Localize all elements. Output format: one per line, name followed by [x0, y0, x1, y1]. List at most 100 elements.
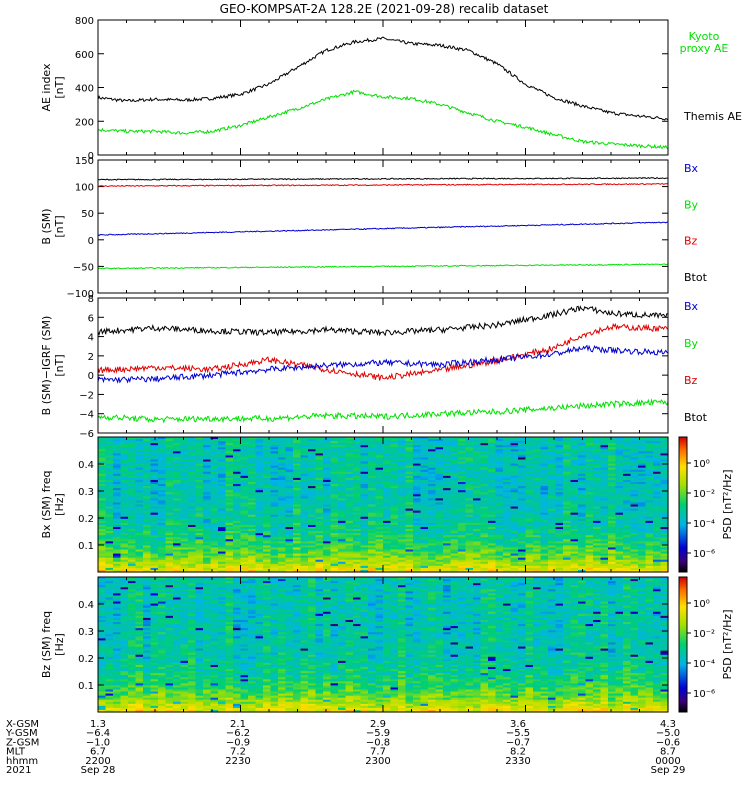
heatmap-cell [233, 555, 242, 559]
heatmap-cell [450, 443, 459, 446]
heatmap-cell [135, 569, 144, 573]
heatmap-cell [398, 557, 407, 561]
heatmap-cell [98, 496, 107, 499]
heatmap-cell [338, 477, 347, 481]
heatmap-cell [278, 496, 287, 499]
heatmap-cell [570, 502, 579, 506]
heatmap-cell [398, 457, 407, 461]
heatmap-cell [233, 557, 242, 561]
heatmap-cell [285, 514, 294, 518]
heatmap-cell [270, 451, 279, 454]
heatmap-cell [465, 439, 474, 442]
heatmap-cell [608, 453, 617, 457]
heatmap-cell [630, 547, 639, 551]
heatmap-cell [323, 502, 332, 506]
heatmap-cell [458, 512, 467, 516]
heatmap-cell [113, 457, 122, 461]
heatmap-cell [623, 567, 632, 571]
heatmap-cell [158, 477, 167, 481]
heatmap-cell [128, 453, 137, 457]
heatmap-cell [578, 479, 587, 483]
heatmap-cell [113, 520, 122, 524]
heatmap-cell [173, 524, 182, 528]
heatmap-cell [435, 557, 444, 561]
heatmap-cell [368, 439, 377, 442]
heatmap-cell [330, 541, 339, 544]
heatmap-cell [615, 457, 624, 461]
heatmap-cell [480, 545, 489, 549]
heatmap-cell [413, 500, 422, 504]
heatmap-cell [128, 451, 137, 454]
heatmap-cell [450, 516, 459, 520]
heatmap-cell [488, 529, 497, 532]
heatmap-cell [173, 498, 182, 502]
heatmap-cell [443, 531, 452, 534]
heatmap-cell [435, 494, 444, 497]
heatmap-cell [473, 465, 482, 469]
heatmap-cell [390, 469, 399, 473]
heatmap-cell [338, 541, 347, 544]
heatmap-cell [548, 547, 557, 551]
heatmap-cell [203, 535, 212, 538]
heatmap-cell [105, 563, 114, 567]
heatmap-cell [293, 545, 302, 549]
heatmap-cell [540, 451, 549, 454]
heatmap-cell [165, 451, 174, 454]
heatmap-cell [503, 469, 512, 473]
heatmap-cell [120, 482, 129, 485]
heatmap-cell [255, 449, 264, 452]
heatmap-cell [473, 439, 482, 442]
heatmap-cell [593, 437, 602, 440]
heatmap-cell [165, 522, 174, 526]
heatmap-cell [360, 496, 369, 499]
heatmap-cell [323, 557, 332, 561]
heatmap-cell [270, 437, 279, 440]
heatmap-cell [173, 522, 182, 526]
heatmap-cell [593, 569, 602, 573]
heatmap-cell [255, 467, 264, 471]
heatmap-cell [473, 567, 482, 571]
heatmap-cell [465, 457, 474, 461]
heatmap-cell [585, 475, 594, 479]
heatmap-cell [570, 500, 579, 504]
heatmap-cell [330, 559, 339, 563]
heatmap-cell [578, 563, 587, 567]
heatmap-cell [458, 527, 467, 530]
heatmap-cell [368, 535, 377, 538]
heatmap-cell [413, 524, 422, 528]
heatmap-cell [323, 522, 332, 526]
heatmap-cell [555, 461, 564, 465]
heatmap-cell [263, 508, 272, 512]
heatmap-cell [105, 531, 114, 534]
heatmap-cell [413, 541, 422, 544]
heatmap-cell [135, 477, 144, 481]
heatmap-cell [293, 522, 302, 526]
heatmap-cell [428, 553, 437, 557]
heatmap-cell [593, 457, 602, 461]
heatmap-cell [375, 522, 384, 526]
heatmap-cell [315, 453, 324, 457]
heatmap-cell [315, 557, 324, 561]
heatmap-cell [143, 537, 152, 540]
heatmap-cell [158, 469, 167, 473]
heatmap-cell [578, 529, 587, 532]
heatmap-cell [248, 451, 257, 454]
heatmap-cell [308, 498, 317, 502]
heatmap-cell [420, 486, 429, 489]
heatmap-cell [548, 482, 557, 485]
heatmap-cell [263, 449, 272, 452]
heatmap-cell [420, 553, 429, 557]
heatmap-cell [390, 482, 399, 485]
heatmap-cell [135, 437, 144, 440]
heatmap-cell [390, 475, 399, 479]
heatmap-cell [300, 504, 309, 508]
heatmap-cell [255, 547, 264, 551]
heatmap-cell [143, 555, 152, 559]
heatmap-cell [570, 516, 579, 520]
heatmap-cell [263, 498, 272, 502]
heatmap-cell [203, 494, 212, 497]
heatmap-cell [578, 461, 587, 465]
panel-frame [97, 19, 669, 156]
heatmap-cell [270, 567, 279, 571]
heatmap-cell [315, 459, 324, 463]
